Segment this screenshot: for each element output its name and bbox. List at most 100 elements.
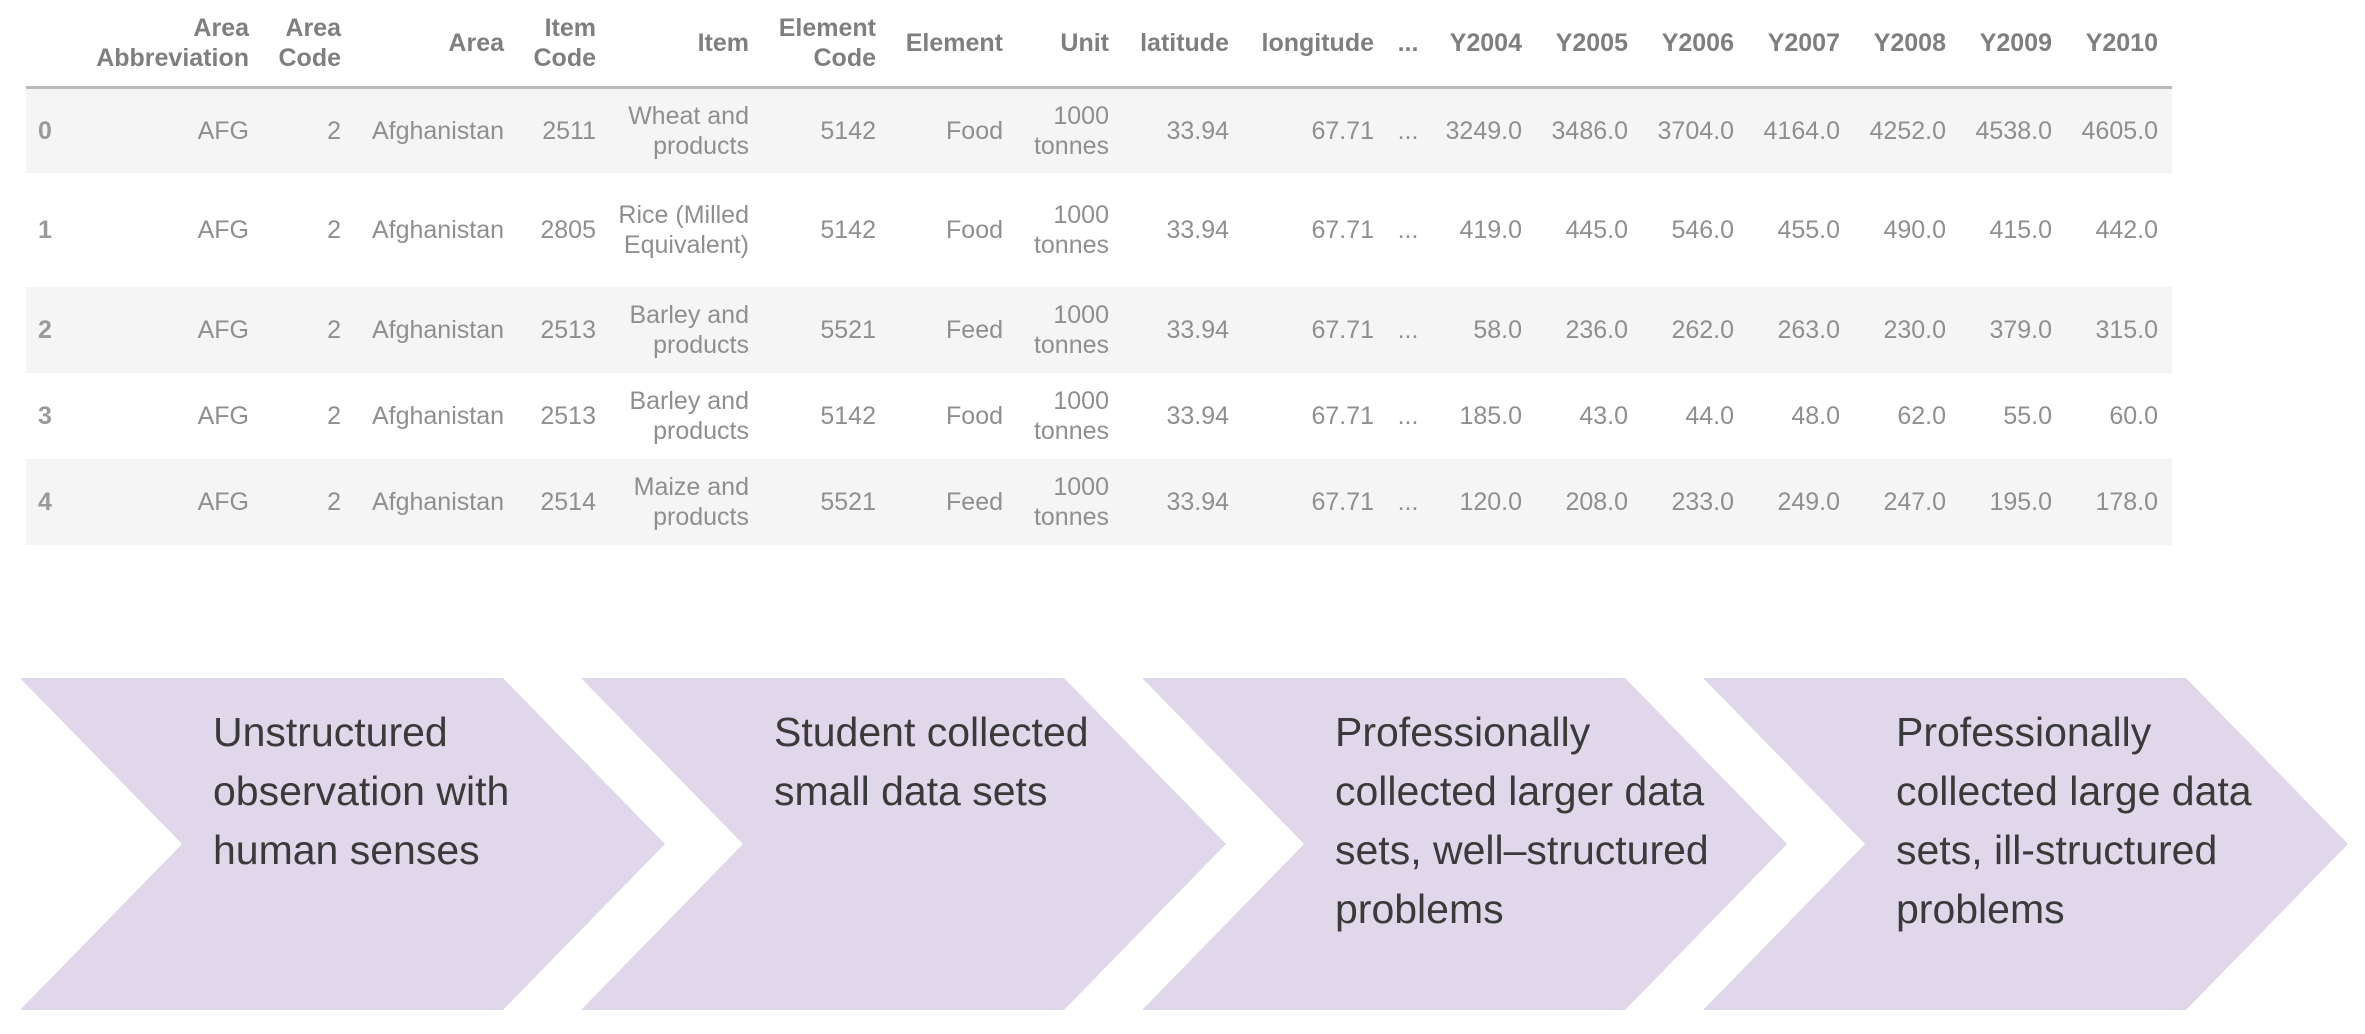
table-cell: 48.0 [1791, 402, 1840, 430]
step-1-label: Unstructured observation with human sens… [213, 709, 510, 873]
table-cell: 2 [327, 488, 341, 516]
table-cell: Food [946, 402, 1003, 430]
table-cell: Afghanistan [371, 402, 504, 430]
table-cell: 3486.0 [1551, 116, 1628, 145]
table-cell: 185.0 [1459, 402, 1522, 430]
table-cell: 67.71 [1311, 116, 1374, 145]
table-cell: ... [1397, 216, 1419, 244]
table-cell: 2 [327, 216, 341, 244]
table-cell: Feed [946, 488, 1003, 516]
table-cell: Afghanistan [371, 488, 504, 516]
table-cell: 67.71 [1311, 488, 1374, 516]
table-cell: 67.71 [1311, 316, 1374, 344]
table-row: 2 AFG 2 Afghanistan 2513 Barley and products 5… [26, 287, 2172, 373]
table-cell: 33.94 [1166, 216, 1229, 244]
table-cell: 263.0 [1777, 316, 1840, 344]
table-cell: 1000 tonnes [1033, 473, 1109, 531]
column-header-ellipsis: ... [1388, 0, 1428, 89]
row-index-cell: 4 [38, 488, 52, 516]
table-cell: 2513 [540, 316, 596, 344]
table-cell: 120.0 [1459, 488, 1522, 516]
table-cell: 178.0 [2095, 488, 2158, 516]
table-row: 1 AFG 2 Afghanistan 2805 Rice (Milled Equival… [26, 173, 2172, 287]
column-header-unit: Unit [1017, 0, 1123, 89]
table-cell: 4538.0 [1975, 116, 2052, 145]
table-cell: 208.0 [1565, 488, 1628, 516]
column-header-area: Area [355, 0, 518, 89]
column-header-latitude: latitude [1123, 0, 1243, 89]
table-cell: 1000 tonnes [1033, 387, 1109, 445]
table-cell: 62.0 [1897, 402, 1946, 430]
table-cell: 236.0 [1565, 316, 1628, 344]
column-header-item-code: Item Code [518, 0, 610, 89]
row-index-cell: 3 [38, 402, 52, 430]
table-cell: ... [1397, 402, 1419, 430]
table-cell: 233.0 [1671, 488, 1734, 516]
row-index-cell: 2 [38, 316, 52, 344]
table-cell: 315.0 [2095, 316, 2158, 344]
table-cell: 44.0 [1685, 402, 1734, 430]
table-cell: 195.0 [1989, 488, 2052, 516]
table-body: 0 AFG 2 Afghanistan 2511 Wheat and products 51… [26, 87, 2172, 545]
table-cell: Food [946, 116, 1003, 145]
column-header-y2008: Y2008 [1854, 0, 1960, 89]
index-header [26, 0, 78, 89]
table-cell: 4252.0 [1869, 116, 1946, 145]
table-cell: Afghanistan [371, 216, 504, 244]
column-header-y2007: Y2007 [1748, 0, 1854, 89]
table-cell: 5521 [820, 488, 876, 516]
column-header-area-abbreviation: Area Abbreviation [78, 0, 263, 89]
table-cell: 442.0 [2095, 216, 2158, 244]
table-cell: 33.94 [1166, 488, 1229, 516]
step-4-label: Professionally collected large data sets… [1896, 709, 2252, 932]
table-cell: 415.0 [1989, 216, 2052, 244]
table-cell: 1000 tonnes [1033, 101, 1109, 160]
column-header-y2005: Y2005 [1536, 0, 1642, 89]
dataframe-table: Area Abbreviation Area Code Area Item Co… [26, 0, 2172, 545]
column-header-y2006: Y2006 [1642, 0, 1748, 89]
column-header-y2004: Y2004 [1428, 0, 1536, 89]
table-cell: AFG [197, 316, 249, 344]
table-cell: 60.0 [2109, 402, 2158, 430]
table-cell: 3704.0 [1657, 116, 1734, 145]
table-cell: 247.0 [1883, 488, 1946, 516]
column-header-element-code: Element Code [763, 0, 890, 89]
table-cell: 3249.0 [1445, 116, 1522, 145]
table-cell: 419.0 [1459, 216, 1522, 244]
table-cell: 5142 [820, 216, 876, 244]
table-cell: Barley and products [629, 301, 749, 359]
table-cell: ... [1397, 116, 1419, 145]
table-cell: 43.0 [1579, 402, 1628, 430]
table-cell: Afghanistan [371, 316, 504, 344]
table-cell: Barley and products [629, 387, 749, 445]
table-row: 0 AFG 2 Afghanistan 2511 Wheat and products 51… [26, 87, 2172, 173]
table-cell: Wheat and products [628, 101, 749, 160]
table-cell: 230.0 [1883, 316, 1946, 344]
row-index-cell: 1 [38, 216, 52, 244]
table-cell: Afghanistan [371, 116, 504, 145]
column-header-area-code: Area Code [263, 0, 355, 89]
table-row: 3 AFG 2 Afghanistan 2513 Barley and products 5… [26, 373, 2172, 459]
table-cell: 58.0 [1473, 316, 1522, 344]
table-cell: Food [946, 216, 1003, 244]
column-header-element: Element [890, 0, 1017, 89]
table-cell: 5142 [820, 116, 876, 145]
table-cell: 5142 [820, 402, 876, 430]
table-cell: 1000 tonnes [1033, 201, 1109, 259]
table-header-row: Area Abbreviation Area Code Area Item Co… [26, 0, 2172, 89]
table-cell: 33.94 [1166, 402, 1229, 430]
table-cell: 1000 tonnes [1033, 301, 1109, 359]
table-cell: ... [1397, 488, 1419, 516]
table-cell: 4605.0 [2081, 116, 2158, 145]
table-cell: AFG [197, 116, 249, 145]
table-cell: 4164.0 [1763, 116, 1840, 145]
table-cell: Rice (Milled Equivalent) [618, 201, 749, 259]
table-cell: 2 [327, 316, 341, 344]
table-cell: 546.0 [1671, 216, 1734, 244]
table-cell: 490.0 [1883, 216, 1946, 244]
table-cell: 379.0 [1989, 316, 2052, 344]
table-cell: Maize and products [633, 473, 749, 531]
table-cell: AFG [197, 216, 249, 244]
table-cell: 455.0 [1777, 216, 1840, 244]
